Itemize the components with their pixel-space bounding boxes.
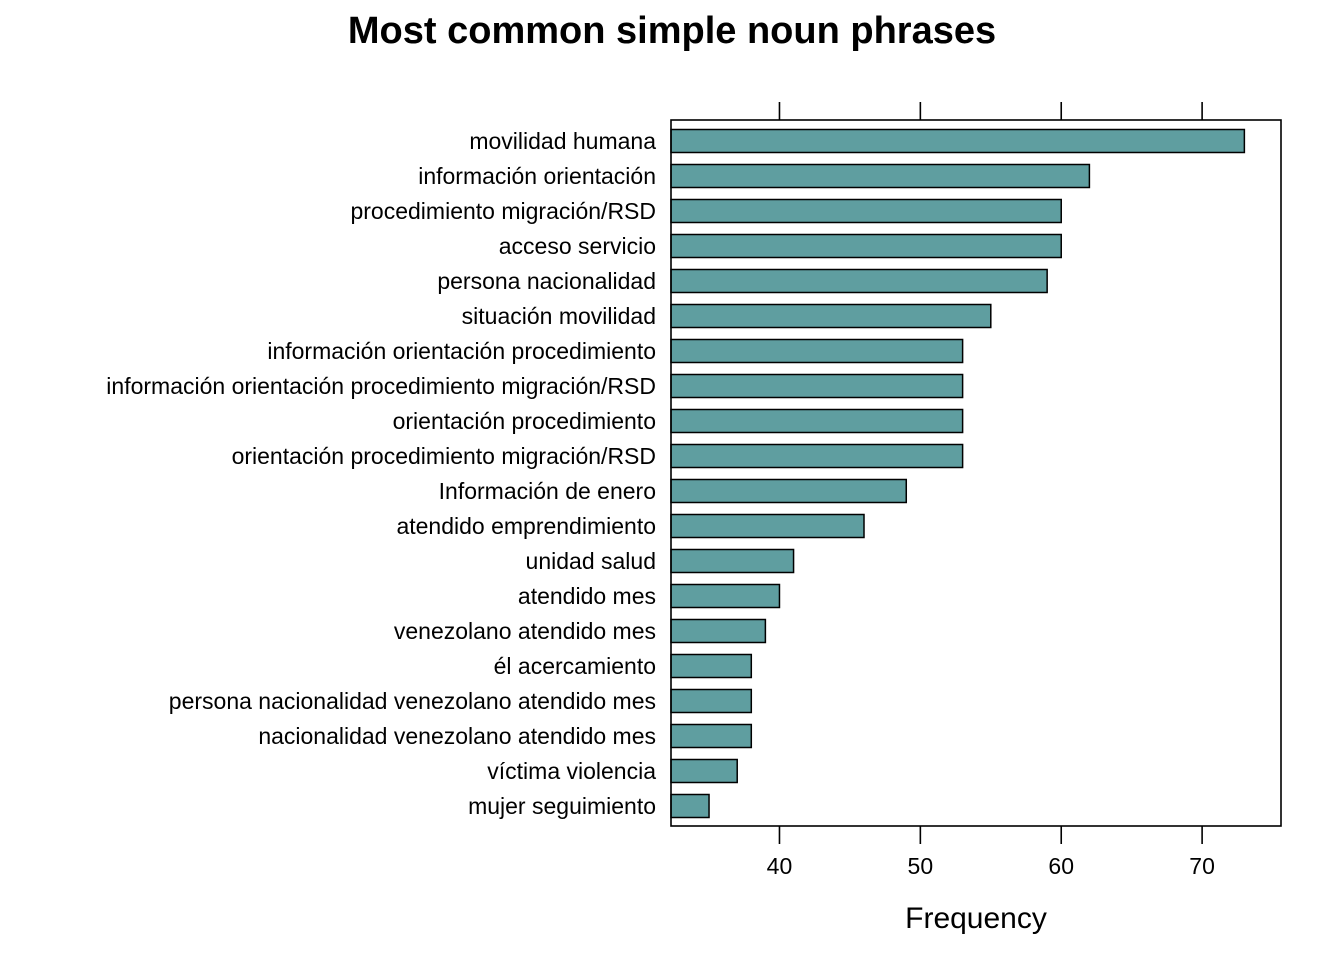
- category-label: unidad salud: [526, 548, 656, 574]
- bar: [670, 653, 753, 679]
- bar: [670, 548, 795, 574]
- plot-frame: [670, 119, 1282, 827]
- bar: [670, 128, 1246, 154]
- category-label: información orientación procedimiento: [267, 338, 656, 364]
- category-label: movilidad humana: [469, 128, 656, 154]
- category-label: él acercamiento: [494, 653, 656, 679]
- x-tick-label: 40: [767, 853, 793, 879]
- category-label: atendido mes: [518, 583, 656, 609]
- bar: [670, 233, 1062, 259]
- bar: [670, 618, 767, 644]
- chart-title: Most common simple noun phrases: [348, 10, 996, 52]
- bar: [670, 793, 710, 819]
- bar: [670, 688, 753, 714]
- bars-layer: [670, 128, 1246, 819]
- category-label: víctima violencia: [487, 758, 656, 784]
- bar: [670, 583, 781, 609]
- bar: [670, 513, 865, 539]
- bar: [670, 198, 1062, 224]
- category-label: nacionalidad venezolano atendido mes: [258, 723, 656, 749]
- bar: [670, 268, 1048, 294]
- category-label: información orientación procedimiento mi…: [106, 373, 656, 399]
- bar: [670, 478, 908, 504]
- bar: [670, 723, 753, 749]
- bar: [670, 163, 1091, 189]
- category-label: mujer seguimiento: [468, 793, 656, 819]
- category-label: orientación procedimiento migración/RSD: [232, 443, 656, 469]
- bar: [670, 303, 992, 329]
- category-label: orientación procedimiento: [393, 408, 656, 434]
- x-tick-label: 50: [908, 853, 934, 879]
- category-label: acceso servicio: [499, 233, 656, 259]
- x-axis-ticks: 40 50 60 70: [767, 102, 1215, 879]
- category-label: persona nacionalidad venezolano atendido…: [169, 688, 656, 714]
- category-label: atendido emprendimiento: [396, 513, 656, 539]
- category-label: Información de enero: [439, 478, 656, 504]
- category-labels: movilidad humana información orientación p…: [106, 128, 656, 819]
- x-tick-label: 70: [1189, 853, 1215, 879]
- bar: [670, 373, 964, 399]
- category-label: situación movilidad: [462, 303, 656, 329]
- x-axis-title: Frequency: [905, 902, 1047, 935]
- bar: [670, 758, 738, 784]
- category-label: venezolano atendido mes: [394, 618, 656, 644]
- category-label: persona nacionalidad: [437, 268, 656, 294]
- category-label: información orientación: [418, 163, 656, 189]
- bar: [670, 443, 964, 469]
- category-label: procedimiento migración/RSD: [350, 198, 656, 224]
- bar: [670, 338, 964, 364]
- bar: [670, 408, 964, 434]
- x-tick-label: 60: [1048, 853, 1074, 879]
